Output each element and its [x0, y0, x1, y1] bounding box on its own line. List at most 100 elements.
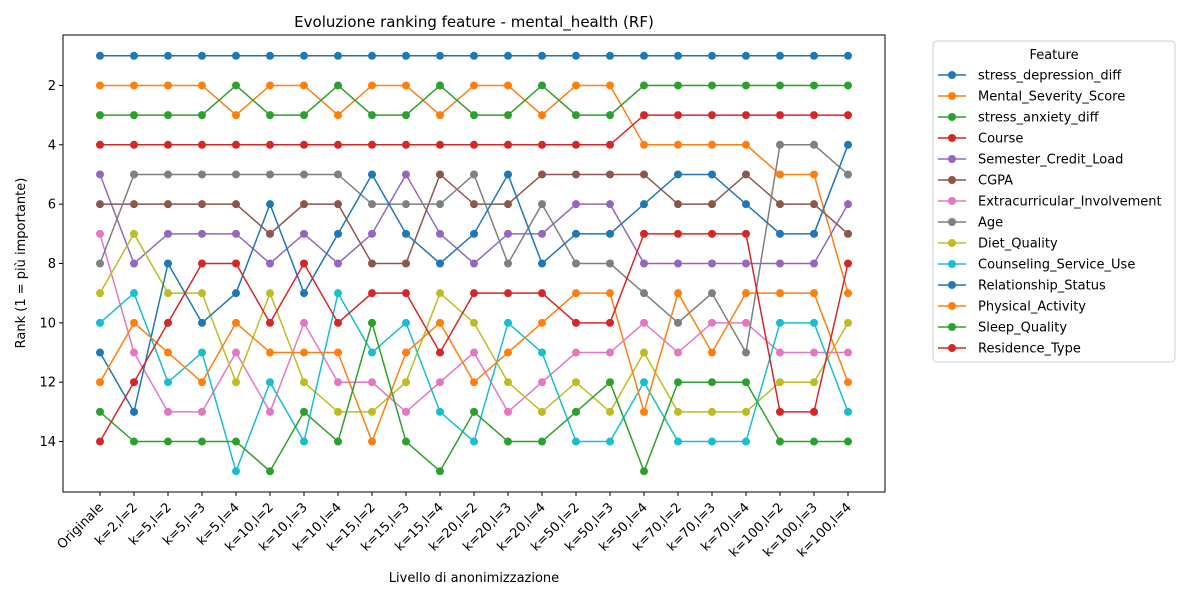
data-point-stress_depression_diff-1 [130, 51, 138, 60]
data-point-Sleep_Quality-11 [470, 407, 478, 416]
data-point-Age-17 [674, 318, 682, 327]
data-point-Relationship_Status-1 [130, 407, 138, 416]
data-point-Physical_Activity-4 [232, 318, 240, 327]
data-point-CGPA-6 [300, 200, 308, 209]
legend-marker-Extracurricular_Involvement [948, 197, 956, 205]
data-point-Age-14 [572, 259, 580, 268]
data-point-Mental_Severity_Score-14 [572, 81, 580, 90]
data-point-CGPA-7 [334, 200, 342, 209]
data-point-stress_depression_diff-13 [538, 51, 546, 60]
data-point-Sleep_Quality-15 [606, 378, 614, 387]
data-point-Semester_Credit_Load-1 [130, 259, 138, 268]
data-point-stress_depression_diff-4 [232, 51, 240, 60]
data-point-Course-7 [334, 140, 342, 149]
data-point-Mental_Severity_Score-13 [538, 111, 546, 120]
data-point-stress_anxiety_diff-0 [96, 111, 104, 120]
data-point-Course-16 [640, 111, 648, 120]
data-point-Age-2 [164, 170, 172, 179]
x-axis: Originalek=2,l=2k=5,l=2k=5,l=3k=5,l=4k=1… [55, 492, 855, 560]
data-point-Semester_Credit_Load-2 [164, 229, 172, 238]
legend-label-Mental_Severity_Score: Mental_Severity_Score [978, 90, 1125, 105]
data-point-Diet_Quality-8 [368, 407, 376, 416]
data-point-Mental_Severity_Score-15 [606, 81, 614, 90]
legend-marker-Sleep_Quality [948, 323, 956, 331]
data-point-Course-4 [232, 140, 240, 149]
data-point-Course-8 [368, 140, 376, 149]
data-point-stress_depression_diff-6 [300, 51, 308, 60]
data-point-CGPA-21 [810, 200, 818, 209]
data-point-Residence_Type-12 [504, 289, 512, 298]
data-point-Residence_Type-15 [606, 318, 614, 327]
data-point-Relationship_Status-20 [776, 229, 784, 238]
data-point-Mental_Severity_Score-9 [402, 81, 410, 90]
legend-label-stress_anxiety_diff: stress_anxiety_diff [978, 111, 1100, 126]
series-line-Semester_Credit_Load [99, 172, 849, 265]
data-point-Semester_Credit_Load-9 [402, 170, 410, 179]
legend-label-Diet_Quality: Diet_Quality [978, 237, 1058, 252]
data-point-Physical_Activity-8 [368, 437, 376, 446]
data-point-Extracurricular_Involvement-11 [470, 348, 478, 357]
data-point-Residence_Type-22 [844, 259, 852, 268]
data-point-Physical_Activity-5 [266, 348, 274, 357]
data-point-Relationship_Status-3 [198, 318, 206, 327]
data-point-Sleep_Quality-9 [402, 437, 410, 446]
data-point-Extracurricular_Involvement-17 [674, 348, 682, 357]
data-point-Age-3 [198, 170, 206, 179]
data-point-Diet_Quality-17 [674, 407, 682, 416]
data-point-stress_depression_diff-11 [470, 51, 478, 60]
data-point-Physical_Activity-0 [96, 378, 104, 387]
data-point-Residence_Type-8 [368, 289, 376, 298]
data-point-stress_depression_diff-0 [96, 51, 104, 60]
data-point-Course-21 [810, 111, 818, 120]
data-point-CGPA-10 [436, 170, 444, 179]
data-point-Age-19 [742, 348, 750, 357]
data-point-Physical_Activity-12 [504, 348, 512, 357]
data-point-Sleep_Quality-13 [538, 437, 546, 446]
data-point-CGPA-1 [130, 200, 138, 209]
data-point-stress_anxiety_diff-13 [538, 81, 546, 90]
data-point-Mental_Severity_Score-3 [198, 81, 206, 90]
data-point-Physical_Activity-16 [640, 407, 648, 416]
data-point-Course-5 [266, 140, 274, 149]
data-point-Course-2 [164, 140, 172, 149]
data-point-Course-12 [504, 140, 512, 149]
data-point-Extracurricular_Involvement-10 [436, 378, 444, 387]
data-point-Physical_Activity-2 [164, 348, 172, 357]
y-tick-label: 10 [39, 316, 56, 331]
data-point-Counseling_Service_Use-19 [742, 437, 750, 446]
data-point-CGPA-18 [708, 200, 716, 209]
data-point-CGPA-17 [674, 200, 682, 209]
data-point-Mental_Severity_Score-20 [776, 170, 784, 179]
data-point-Mental_Severity_Score-4 [232, 111, 240, 120]
data-point-Relationship_Status-16 [640, 200, 648, 209]
data-point-stress_anxiety_diff-1 [130, 111, 138, 120]
data-point-Counseling_Service_Use-22 [844, 407, 852, 416]
data-point-Mental_Severity_Score-1 [130, 81, 138, 90]
data-point-Residence_Type-19 [742, 229, 750, 238]
data-point-Counseling_Service_Use-12 [504, 318, 512, 327]
data-point-stress_depression_diff-22 [844, 51, 852, 60]
data-point-Physical_Activity-14 [572, 289, 580, 298]
data-point-Age-5 [266, 170, 274, 179]
data-point-Extracurricular_Involvement-0 [96, 229, 104, 238]
data-point-Semester_Credit_Load-14 [572, 200, 580, 209]
y-tick-label: 4 [48, 138, 56, 153]
data-point-Physical_Activity-3 [198, 378, 206, 387]
data-point-Semester_Credit_Load-5 [266, 259, 274, 268]
data-point-CGPA-2 [164, 200, 172, 209]
data-point-stress_depression_diff-20 [776, 51, 784, 60]
legend-label-Extracurricular_Involvement: Extracurricular_Involvement [978, 195, 1162, 210]
data-point-Counseling_Service_Use-18 [708, 437, 716, 446]
legend-marker-stress_depression_diff [948, 71, 956, 79]
data-point-Mental_Severity_Score-11 [470, 81, 478, 90]
data-point-Physical_Activity-15 [606, 289, 614, 298]
data-point-Counseling_Service_Use-9 [402, 318, 410, 327]
data-point-Relationship_Status-19 [742, 200, 750, 209]
data-point-stress_anxiety_diff-9 [402, 111, 410, 120]
data-point-Age-12 [504, 259, 512, 268]
data-point-Mental_Severity_Score-22 [844, 289, 852, 298]
data-point-Counseling_Service_Use-14 [572, 437, 580, 446]
data-point-Age-0 [96, 259, 104, 268]
legend: Feature stress_depression_diff Mental_Sev… [932, 40, 1176, 363]
data-point-Diet_Quality-22 [844, 318, 852, 327]
